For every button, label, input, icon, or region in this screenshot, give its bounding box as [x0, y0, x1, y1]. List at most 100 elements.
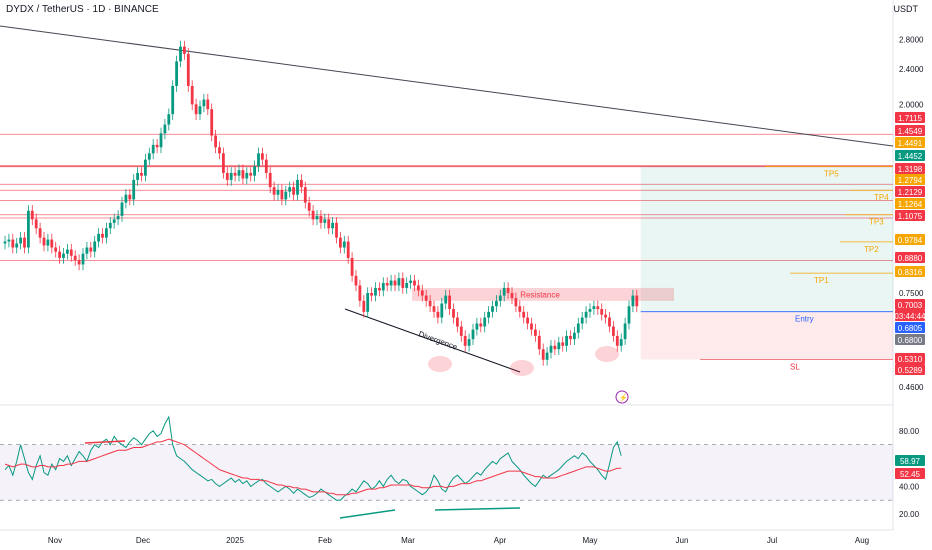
candle[interactable]	[222, 153, 225, 173]
candle[interactable]	[498, 295, 502, 301]
candle[interactable]	[144, 159, 147, 176]
candle[interactable]	[615, 335, 619, 346]
candle[interactable]	[374, 287, 377, 296]
candle[interactable]	[229, 172, 233, 180]
candle[interactable]	[97, 233, 100, 242]
candle[interactable]	[541, 349, 545, 360]
candle[interactable]	[34, 219, 38, 229]
bottom-marker-0[interactable]	[428, 356, 452, 372]
candle[interactable]	[576, 323, 580, 333]
candle[interactable]	[397, 278, 401, 286]
candle[interactable]	[69, 249, 73, 256]
candle[interactable]	[261, 153, 264, 160]
lightning-icon[interactable]	[615, 390, 629, 404]
candle[interactable]	[417, 285, 420, 291]
candle[interactable]	[491, 306, 494, 312]
candle[interactable]	[573, 332, 576, 340]
candle[interactable]	[198, 106, 202, 115]
rsi-bullish-divergence-2[interactable]	[434, 507, 521, 511]
candle[interactable]	[534, 329, 537, 336]
candle[interactable]	[569, 335, 572, 340]
candle[interactable]	[128, 194, 132, 200]
candle[interactable]	[233, 172, 237, 176]
candle[interactable]	[389, 280, 393, 286]
candle[interactable]	[42, 237, 46, 246]
candle[interactable]	[553, 345, 557, 350]
candle[interactable]	[362, 300, 366, 312]
candle[interactable]	[7, 239, 11, 242]
candle[interactable]	[459, 326, 463, 336]
candle[interactable]	[557, 342, 561, 350]
candle[interactable]	[381, 282, 385, 291]
candle[interactable]	[315, 215, 319, 220]
candle[interactable]	[319, 215, 323, 223]
candle[interactable]	[561, 342, 565, 346]
candle[interactable]	[85, 247, 89, 254]
candle[interactable]	[190, 85, 194, 105]
candle[interactable]	[296, 179, 299, 195]
candle[interactable]	[50, 239, 54, 248]
candle[interactable]	[436, 311, 440, 318]
symbol-title[interactable]: DYDX / TetherUS · 1D · BINANCE	[6, 4, 159, 15]
candle[interactable]	[487, 311, 490, 318]
profit-zone[interactable]	[640, 166, 893, 312]
candle[interactable]	[401, 278, 405, 288]
candle[interactable]	[62, 253, 65, 258]
candle[interactable]	[432, 306, 436, 312]
candle[interactable]	[631, 295, 635, 307]
candle[interactable]	[588, 309, 592, 312]
candle[interactable]	[136, 172, 139, 180]
candle[interactable]	[596, 306, 600, 310]
candle[interactable]	[440, 303, 444, 318]
candle[interactable]	[471, 329, 475, 340]
candle[interactable]	[108, 222, 112, 229]
candle[interactable]	[179, 46, 182, 62]
candle[interactable]	[522, 311, 526, 318]
candle[interactable]	[545, 352, 549, 360]
candle[interactable]	[155, 144, 159, 148]
candle[interactable]	[19, 237, 22, 244]
candle[interactable]	[151, 144, 155, 154]
rsi-line[interactable]	[4, 415, 622, 501]
candle[interactable]	[120, 202, 124, 216]
candle[interactable]	[46, 239, 50, 246]
candle[interactable]	[354, 275, 358, 286]
candle[interactable]	[73, 255, 77, 261]
candle[interactable]	[124, 194, 128, 203]
candle[interactable]	[350, 257, 354, 276]
candle[interactable]	[311, 210, 315, 220]
candle[interactable]	[565, 335, 568, 346]
candle[interactable]	[526, 317, 529, 324]
trendline[interactable]	[0, 25, 894, 147]
candle[interactable]	[393, 280, 397, 286]
candle[interactable]	[452, 309, 455, 318]
candle[interactable]	[592, 306, 596, 310]
bottom-marker-2[interactable]	[595, 346, 619, 362]
candle[interactable]	[253, 166, 256, 176]
candle[interactable]	[167, 114, 171, 125]
rsi-bearish-divergence[interactable]	[84, 440, 126, 444]
candle[interactable]	[537, 335, 541, 350]
candle[interactable]	[3, 241, 7, 244]
candle[interactable]	[467, 339, 471, 346]
candle[interactable]	[300, 179, 303, 188]
candle[interactable]	[132, 179, 136, 200]
candle[interactable]	[448, 295, 451, 310]
candle[interactable]	[608, 317, 611, 327]
candle[interactable]	[249, 172, 253, 176]
candle[interactable]	[272, 187, 276, 195]
candle[interactable]	[210, 109, 214, 136]
candle[interactable]	[514, 298, 518, 307]
candle[interactable]	[378, 287, 381, 291]
candle[interactable]	[335, 222, 338, 238]
candle[interactable]	[175, 61, 178, 86]
candle[interactable]	[30, 210, 34, 220]
candle[interactable]	[502, 287, 506, 296]
candle[interactable]	[171, 85, 175, 115]
candle[interactable]	[339, 237, 342, 248]
candle[interactable]	[530, 323, 533, 330]
candle[interactable]	[202, 99, 206, 107]
candle[interactable]	[89, 247, 93, 252]
